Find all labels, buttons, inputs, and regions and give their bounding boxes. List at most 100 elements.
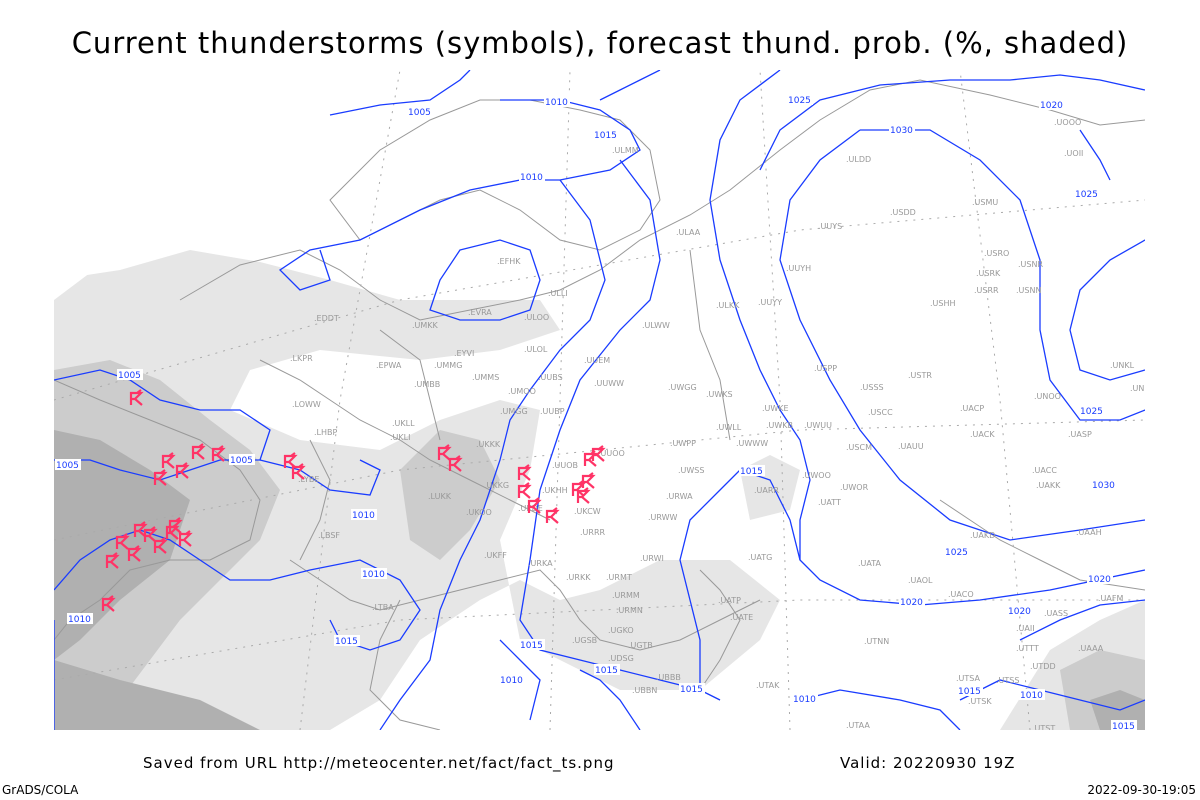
station-label: .LOWW	[292, 400, 321, 409]
station-label: .USSS	[860, 383, 884, 392]
isobar-label-background	[593, 129, 619, 140]
station-label: .UTNN	[864, 637, 889, 646]
thunderstorm-symbol-icon	[143, 526, 158, 543]
thunderstorm-symbol-icon	[161, 452, 176, 469]
isobar-label-background	[1019, 689, 1045, 700]
station-label: .UTST	[1032, 724, 1055, 733]
station-label: .UTTT	[1016, 644, 1039, 653]
station-label: .LTBA	[372, 603, 394, 612]
thunderstorm-symbol-icon	[527, 497, 542, 514]
thunderstorm-symbol-icon	[283, 452, 298, 469]
station-label: .ULOL	[524, 345, 548, 354]
station-label: .UKLI	[390, 433, 410, 442]
station-label: .UWSS	[678, 466, 704, 475]
station-label: .UMGG	[500, 407, 528, 416]
isobar-label-background	[889, 124, 915, 135]
thunderstorm-symbol-icon	[437, 444, 452, 461]
station-label: .UAFM	[1098, 594, 1123, 603]
thunderstorm-symbol-icon	[153, 537, 168, 554]
thunderstorm-symbol-icon	[581, 472, 596, 489]
station-label: .USNN	[1016, 286, 1041, 295]
isobar-label: 1010	[793, 695, 816, 705]
station-label: .USCM	[846, 443, 872, 452]
isobar-label-background	[407, 106, 433, 117]
station-label: .UTSA	[956, 674, 981, 683]
station-label: .USPP	[814, 364, 837, 373]
station-label: .URKK	[566, 573, 591, 582]
station-label: .USRR	[974, 286, 999, 295]
station-label: .UOOO	[1054, 118, 1081, 127]
station-label: .UWOR	[840, 483, 869, 492]
thunderstorm-symbols	[101, 147, 606, 612]
station-label: .UUOO	[598, 449, 625, 458]
station-label: .UUWW	[594, 379, 624, 388]
station-label: .UAAH	[1076, 528, 1102, 537]
station-label: .EYVI	[454, 349, 474, 358]
isobar-label: 1020	[1088, 575, 1111, 585]
station-label: .USHH	[930, 299, 956, 308]
station-label: .USCC	[868, 408, 893, 417]
isobar-label: 1020	[1040, 101, 1063, 111]
thunderstorm-symbol-icon	[105, 552, 120, 569]
station-label: .UKKG	[484, 481, 509, 490]
isobar-label: 1005	[230, 456, 253, 466]
isobar-label-background	[792, 693, 818, 704]
isobar-label-background	[519, 639, 545, 650]
station-label: .URRR	[580, 528, 606, 537]
station-label: .UTAA	[846, 721, 870, 730]
station-label: .UMBB	[414, 380, 440, 389]
station-label: .UACP	[960, 404, 984, 413]
station-label: .ULKK	[716, 301, 740, 310]
station-label: .URMM	[612, 591, 640, 600]
thunderstorm-symbol-icon	[127, 545, 142, 562]
thunderstorm-symbol-icon	[591, 445, 606, 462]
isobar-label: 1015	[520, 641, 543, 651]
isobar-label-background	[351, 509, 377, 520]
isobar-label-background	[544, 96, 570, 107]
valid-time-text: Valid: 20220930 19Z	[840, 754, 1016, 772]
thunderstorm-symbol-icon	[129, 389, 144, 406]
station-label: .UAII	[1016, 624, 1035, 633]
thunderstorm-symbol-icon	[583, 450, 598, 467]
isobar-label: 1010	[68, 615, 91, 625]
station-label: .UACO	[948, 590, 974, 599]
station-label: .UASS	[1044, 609, 1068, 618]
isobar-label-background	[787, 94, 813, 105]
station-label: .UKOO	[466, 508, 492, 517]
station-label: .LBSF	[318, 531, 340, 540]
station-label: .USTR	[908, 371, 932, 380]
station-label: .URKA	[528, 559, 553, 568]
station-label: .UAUU	[898, 442, 924, 451]
isobar-label: 1015	[595, 666, 618, 676]
isobar-label-background	[1091, 479, 1117, 490]
station-label: .UUOB	[552, 461, 578, 470]
thunderstorm-symbol-icon	[448, 455, 463, 472]
station-label: .UBBB	[656, 673, 681, 682]
thunderstorm-symbol-icon	[571, 480, 586, 497]
isobar-label: 1015	[594, 131, 617, 141]
generation-timestamp: 2022-09-30-19:05	[1087, 783, 1196, 797]
station-label: .UMMG	[434, 361, 462, 370]
station-label: .USDD	[890, 208, 916, 217]
map-title: Current thunderstorms (symbols), forecas…	[71, 26, 1129, 60]
isobar-label: 1015	[958, 687, 981, 697]
station-label: .UWLL	[716, 423, 742, 432]
station-label: .LYBE	[298, 475, 319, 484]
thunderstorm-symbol-icon	[175, 462, 190, 479]
thunderstorm-symbol-icon	[576, 487, 591, 504]
station-label: .UKKK	[476, 440, 501, 449]
station-label: .UAOL	[908, 576, 933, 585]
station-label: .ULWW	[642, 321, 670, 330]
isobar-label: 1025	[1075, 190, 1098, 200]
station-label: .UUYY	[758, 298, 782, 307]
station-label: .URWW	[648, 513, 678, 522]
isobar-label-background	[499, 674, 525, 685]
station-label: .UATE	[730, 613, 753, 622]
isobar-label-background	[361, 568, 387, 579]
station-label: .USNR	[1018, 260, 1043, 269]
isobar-label-background	[899, 596, 925, 607]
station-label: .UDSG	[608, 654, 634, 663]
station-label: .UGTB	[628, 641, 653, 650]
isobar-label: 1010	[352, 511, 375, 521]
